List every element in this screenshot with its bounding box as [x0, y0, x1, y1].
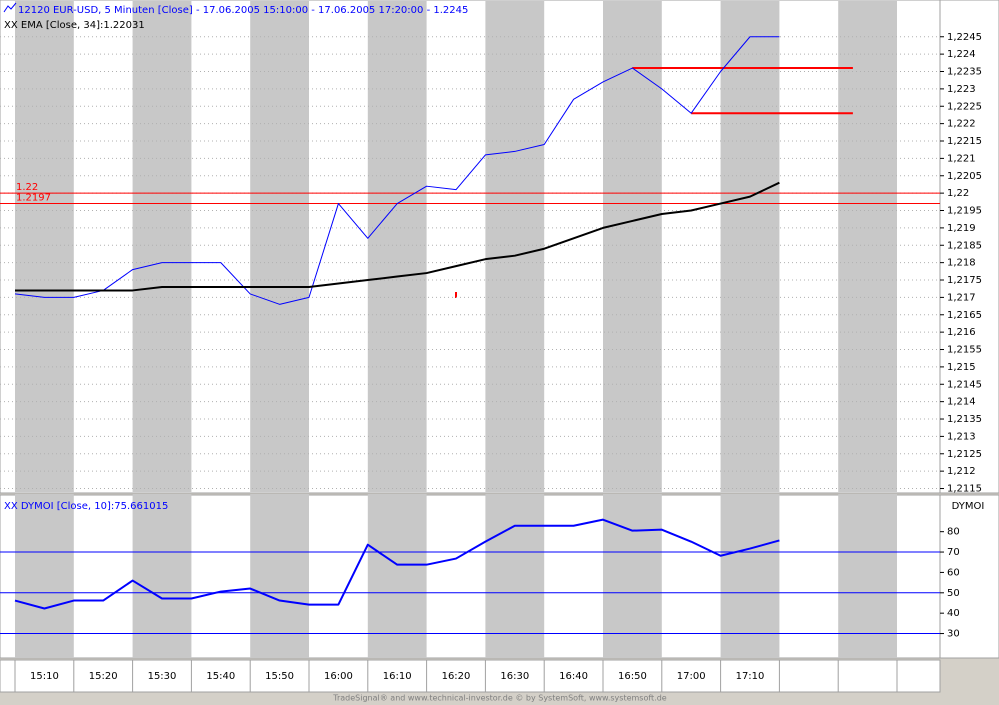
y-tick-label: 1,217: [947, 292, 976, 303]
y-tick-label: 1,2245: [947, 32, 982, 43]
y-tick-label: 1,2225: [947, 101, 982, 112]
y-tick-label: 1,2125: [947, 449, 982, 460]
x-tick-label: 16:50: [618, 671, 647, 682]
x-tick-label: 16:00: [324, 671, 353, 682]
x-tick-label: 15:10: [30, 671, 59, 682]
y-tick-label: 1,2135: [947, 414, 982, 425]
x-tick-label: 16:30: [500, 671, 529, 682]
chart-icon: [3, 2, 17, 13]
shade-column: [367, 1, 427, 492]
y-tick-label: 1,2145: [947, 379, 982, 390]
x-tick-label: 16:20: [442, 671, 471, 682]
x-tick-label: 17:00: [677, 671, 706, 682]
y-tick-label: 1,215: [947, 362, 976, 373]
y-tick-label: 1,2235: [947, 67, 982, 78]
y-tick-label: 70: [947, 547, 960, 558]
y-tick-label: 1,223: [947, 84, 976, 95]
shade-column: [367, 494, 427, 658]
x-tick-label: 16:40: [559, 671, 588, 682]
marker: [455, 292, 457, 298]
x-axis-band: [0, 659, 941, 693]
lower-axis-panel: [939, 494, 999, 659]
y-tick-label: 1,214: [947, 397, 976, 408]
x-tick-label: 15:50: [265, 671, 294, 682]
y-tick-label: 1,218: [947, 258, 976, 269]
reference-label: 1.22: [16, 182, 38, 193]
shade-column: [132, 494, 192, 658]
y-tick-label: 50: [947, 588, 960, 599]
shade-column: [485, 1, 545, 492]
shade-column: [603, 494, 662, 658]
shade-column: [250, 1, 309, 492]
y-tick-label: 1,2205: [947, 171, 982, 182]
y-tick-label: 1,212: [947, 466, 976, 477]
shade-column: [15, 494, 74, 658]
y-tick-label: 1,213: [947, 431, 976, 442]
series-line: [14, 518, 780, 610]
y-tick-label: 1,2175: [947, 275, 982, 286]
y-tick-label: 30: [947, 629, 960, 640]
x-tick-label: 15:40: [206, 671, 235, 682]
y-tick-label: 1,2195: [947, 206, 982, 217]
y-tick-label: 1,219: [947, 223, 976, 234]
y-tick-label: 1,222: [947, 119, 976, 130]
shade-column: [603, 1, 662, 492]
y-axis-label: DYMOI: [952, 501, 985, 512]
shade-column: [485, 494, 545, 658]
y-tick-label: 1,2165: [947, 310, 982, 321]
y-tick-label: 1,216: [947, 327, 976, 338]
footer: TradeSignal® and www.technical-investor.…: [332, 694, 667, 703]
y-tick-label: 60: [947, 567, 960, 578]
legend-entry: XX DYMOI [Close, 10]:75.661015: [4, 501, 168, 512]
series-line: [14, 36, 780, 305]
y-tick-label: 40: [947, 608, 960, 619]
reference-label: 1.2197: [16, 193, 51, 204]
shade-column: [132, 1, 192, 492]
y-tick-label: 1,224: [947, 49, 976, 60]
time-columns: [15, 1, 897, 658]
shade-column: [250, 494, 309, 658]
y-tick-label: 1,221: [947, 153, 976, 164]
shade-column: [720, 1, 780, 492]
x-tick-label: 15:30: [148, 671, 177, 682]
y-tick-label: 1,2155: [947, 345, 982, 356]
y-tick-label: 1,2185: [947, 240, 982, 251]
shade-column: [838, 1, 897, 492]
series-line: [15, 181, 780, 292]
y-tick-label: 1,22: [947, 188, 969, 199]
shade-column: [15, 1, 74, 492]
y-tick-label: 1,2215: [947, 136, 982, 147]
y-tick-label: 1,2115: [947, 484, 982, 495]
legend-entry: XX EMA [Close, 34]:1.22031: [4, 20, 145, 31]
main-axis-panel: [939, 0, 999, 494]
x-tick-label: 17:10: [736, 671, 765, 682]
x-tick-label: 15:20: [89, 671, 118, 682]
shade-column: [720, 494, 780, 658]
y-tick-label: 80: [947, 527, 960, 538]
shade-column: [838, 494, 897, 658]
chart-title: 12120 EUR-USD, 5 Minuten [Close] - 17.06…: [18, 5, 468, 16]
x-tick-label: 16:10: [383, 671, 412, 682]
